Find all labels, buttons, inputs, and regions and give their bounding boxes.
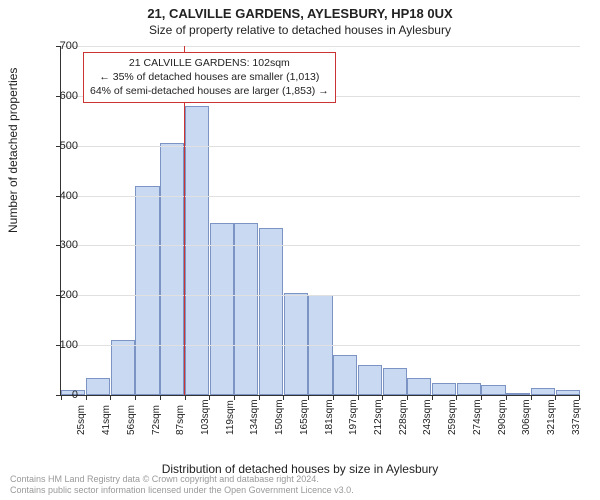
x-tick-label: 228sqm <box>398 399 409 435</box>
bar <box>506 393 530 395</box>
bar <box>86 378 110 395</box>
x-tick-label: 243sqm <box>422 399 433 435</box>
y-tick-label: 0 <box>38 389 78 401</box>
gridline <box>61 46 580 47</box>
x-tick-label: 103sqm <box>200 399 211 435</box>
annotation-line-1: 21 CALVILLE GARDENS: 102sqm <box>90 56 329 70</box>
bar <box>432 383 456 395</box>
gridline <box>61 345 580 346</box>
plot-area: 21 CALVILLE GARDENS: 102sqm ← 35% of det… <box>60 46 580 396</box>
bar <box>284 293 308 395</box>
x-tick-label: 259sqm <box>447 399 458 435</box>
y-axis-label: Number of detached properties <box>6 68 20 233</box>
license-line-1: Contains HM Land Registry data © Crown c… <box>10 474 354 485</box>
y-tick-label: 700 <box>38 40 78 52</box>
bar <box>234 223 258 395</box>
x-tick-mark <box>160 395 161 400</box>
bar <box>358 365 382 395</box>
x-tick-label: 337sqm <box>571 399 582 435</box>
bar <box>383 368 407 395</box>
gridline <box>61 295 580 296</box>
bar <box>185 106 209 395</box>
x-tick-label: 321sqm <box>546 399 557 435</box>
x-tick-label: 25sqm <box>76 405 87 435</box>
x-tick-label: 165sqm <box>299 399 310 435</box>
license-text: Contains HM Land Registry data © Crown c… <box>10 474 354 496</box>
bar <box>531 388 555 395</box>
bar <box>407 378 431 395</box>
y-tick-label: 400 <box>38 190 78 202</box>
x-tick-label: 212sqm <box>373 399 384 435</box>
chart-subtitle: Size of property relative to detached ho… <box>0 21 600 37</box>
chart-container: 21, CALVILLE GARDENS, AYLESBURY, HP18 0U… <box>0 0 600 500</box>
chart-title: 21, CALVILLE GARDENS, AYLESBURY, HP18 0U… <box>0 0 600 21</box>
gridline <box>61 245 580 246</box>
x-tick-label: 197sqm <box>348 399 359 435</box>
x-tick-label: 72sqm <box>151 405 162 435</box>
x-tick-label: 119sqm <box>225 400 236 435</box>
x-tick-mark <box>86 395 87 400</box>
bar <box>111 340 135 395</box>
gridline <box>61 146 580 147</box>
x-tick-label: 41sqm <box>101 405 112 435</box>
bar <box>259 228 283 395</box>
bar <box>481 385 505 395</box>
y-tick-label: 200 <box>38 289 78 301</box>
y-tick-label: 300 <box>38 239 78 251</box>
annotation-box: 21 CALVILLE GARDENS: 102sqm ← 35% of det… <box>83 52 336 103</box>
x-tick-label: 150sqm <box>274 399 285 435</box>
bar <box>333 355 357 395</box>
x-tick-mark <box>185 395 186 400</box>
x-tick-label: 134sqm <box>249 399 260 435</box>
y-tick-label: 600 <box>38 90 78 102</box>
license-line-2: Contains public sector information licen… <box>10 485 354 496</box>
x-tick-label: 274sqm <box>472 399 483 435</box>
y-tick-label: 500 <box>38 140 78 152</box>
x-tick-label: 290sqm <box>497 399 508 435</box>
bar <box>556 390 580 395</box>
bar <box>160 143 184 395</box>
bar <box>457 383 481 395</box>
y-tick-label: 100 <box>38 339 78 351</box>
x-tick-label: 56sqm <box>126 405 137 435</box>
gridline <box>61 196 580 197</box>
x-tick-mark <box>135 395 136 400</box>
x-tick-label: 181sqm <box>324 399 335 435</box>
annotation-line-3: 64% of semi-detached houses are larger (… <box>90 84 329 98</box>
x-tick-mark <box>110 395 111 400</box>
bar <box>210 223 234 395</box>
x-tick-label: 87sqm <box>175 405 186 435</box>
annotation-line-2: ← 35% of detached houses are smaller (1,… <box>90 70 329 84</box>
x-tick-label: 306sqm <box>521 399 532 435</box>
bar <box>135 186 159 395</box>
